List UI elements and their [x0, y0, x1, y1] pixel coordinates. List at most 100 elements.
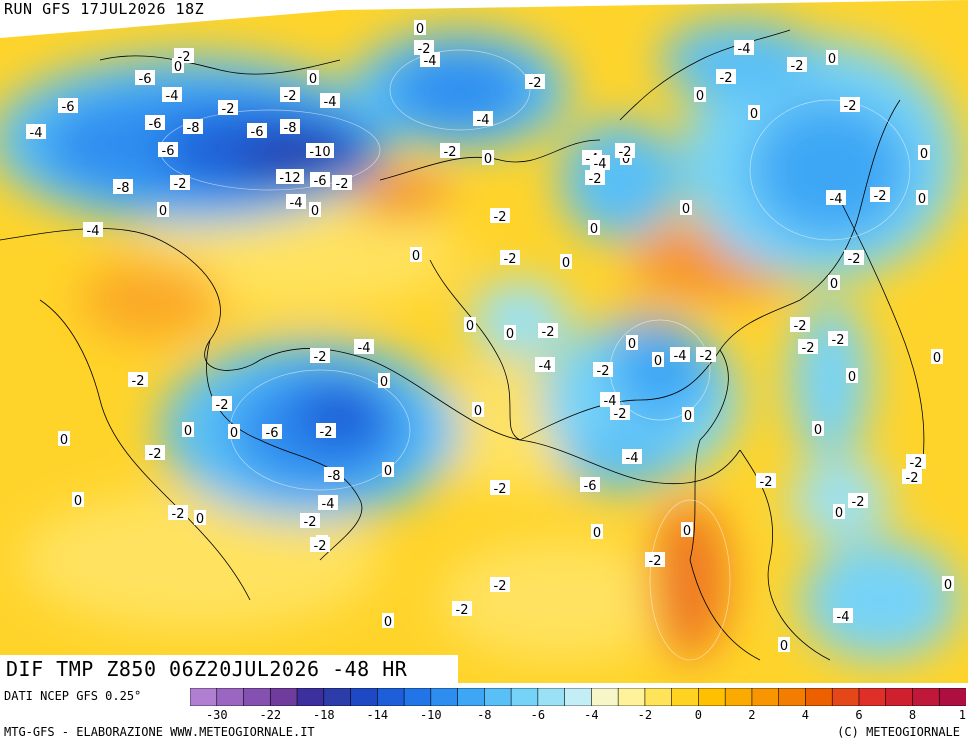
contour-label-bg	[588, 220, 600, 235]
contour-label-bg	[316, 423, 336, 438]
contour-label-bg	[320, 93, 340, 108]
legend-swatch	[885, 688, 914, 706]
contour-label: 0	[848, 370, 856, 385]
legend-tick-label: 2	[748, 708, 755, 721]
legend-swatch	[912, 688, 940, 706]
legend-swatch	[323, 688, 352, 706]
legend-tick-label: 0	[695, 708, 702, 721]
contour-label-bg	[615, 143, 635, 158]
legend-swatch	[216, 688, 245, 706]
legend-tick-label: -10	[420, 708, 442, 721]
contour-label-bg	[145, 445, 165, 460]
contour-label: -2	[284, 89, 297, 104]
legend-swatch	[403, 688, 432, 706]
contour-label: -2	[906, 471, 919, 486]
contour-label-bg	[420, 52, 440, 67]
temperature-anomaly-map: 0-20 -4-20-6-4 -2 -4-2-6-4 -8-6 -8-6-6 -10-12-…	[0, 0, 968, 683]
contour-label-bg	[382, 613, 394, 628]
contour-label-bg	[318, 495, 338, 510]
contour-label: -4	[322, 497, 335, 512]
contour-label: 0	[309, 72, 317, 87]
contour-label-bg	[26, 124, 46, 139]
contour-label-bg	[828, 275, 840, 290]
contour-label: -4	[358, 341, 371, 356]
contour-label: -6	[314, 174, 327, 189]
contour-label: -6	[162, 144, 175, 159]
contour-label-bg	[787, 57, 807, 72]
contour-label: 0	[684, 409, 692, 424]
contour-label: -2	[874, 189, 887, 204]
contour-label: 0	[159, 204, 167, 219]
contour-label-bg	[162, 87, 182, 102]
contour-label: 0	[830, 277, 838, 292]
contour-label: 0	[828, 52, 836, 67]
contour-label: 0	[174, 60, 182, 75]
contour-label-bg	[212, 396, 232, 411]
contour-label-bg	[113, 179, 133, 194]
legend-swatch	[190, 688, 218, 706]
contour-label-bg	[382, 462, 394, 477]
contour-label: -2	[494, 482, 507, 497]
contour-label-bg	[58, 98, 78, 113]
contour-label-bg	[309, 202, 321, 217]
legend-tick-label: -30	[206, 708, 228, 721]
contour-label-bg	[680, 200, 692, 215]
contour-label: -2	[504, 252, 517, 267]
contour-label: -2	[529, 76, 542, 91]
contour-label: -2	[802, 341, 815, 356]
contour-label: -2	[619, 145, 632, 160]
contour-label-bg	[902, 469, 922, 484]
contour-label: -4	[594, 157, 607, 172]
contour-label-bg	[525, 74, 545, 89]
credit-left: MTG-GFS - ELABORAZIONE WWW.METEOGIORNALE…	[4, 725, 315, 739]
contour-label: -2	[418, 42, 431, 57]
contour-label: -2	[494, 579, 507, 594]
legend-swatch	[671, 688, 700, 706]
legend-tick-label: 10	[959, 708, 966, 721]
contour-label: -4	[837, 610, 850, 625]
contour-label: -4	[166, 89, 179, 104]
contour-label-bg	[790, 317, 810, 332]
contour-label-bg	[560, 254, 572, 269]
contour-label-bg	[482, 150, 494, 165]
contour-label: -12	[279, 171, 300, 186]
legend-tick-label: -14	[366, 708, 388, 721]
contour-label: 0	[750, 107, 758, 122]
contour-label-bg	[170, 175, 190, 190]
contour-label: -4	[539, 359, 552, 374]
contour-label-bg	[83, 222, 103, 237]
contour-label-bg	[870, 187, 890, 202]
contour-label-bg	[591, 524, 603, 539]
contour-label: 0	[412, 249, 420, 264]
contour-label-bg	[440, 143, 460, 158]
legend-swatch	[644, 688, 673, 706]
contour-label-bg	[826, 190, 846, 205]
contour-label-bg	[846, 368, 858, 383]
legend-swatch	[269, 688, 298, 706]
contour-label: -4	[324, 95, 337, 110]
legend-swatch	[243, 688, 271, 706]
contour-label: -2	[314, 539, 327, 554]
legend-tick-label: -2	[638, 708, 652, 721]
contour-label-bg	[310, 537, 330, 552]
contour-label-bg	[504, 325, 516, 340]
legend-tick-label: -22	[259, 708, 281, 721]
contour-label-bg	[682, 407, 694, 422]
legend-swatch	[510, 688, 539, 706]
contour-label: 0	[654, 354, 662, 369]
contour-label: -2	[172, 507, 185, 522]
contour-label-bg	[280, 87, 300, 102]
contour-label: -4	[424, 54, 437, 69]
contour-label-bg	[580, 477, 600, 492]
contour-label-bg	[593, 362, 613, 377]
contour-label-bg	[414, 40, 434, 55]
contour-label: -2	[132, 374, 145, 389]
contour-label-bg	[756, 473, 776, 488]
contour-label-bg	[262, 424, 282, 439]
contour-label-bg	[473, 111, 493, 126]
contour-label-bg	[610, 405, 630, 420]
contour-label-bg	[464, 317, 476, 332]
contour-label-bg	[931, 349, 943, 364]
contour-label: 0	[60, 433, 68, 448]
contour-label: -2	[336, 177, 349, 192]
